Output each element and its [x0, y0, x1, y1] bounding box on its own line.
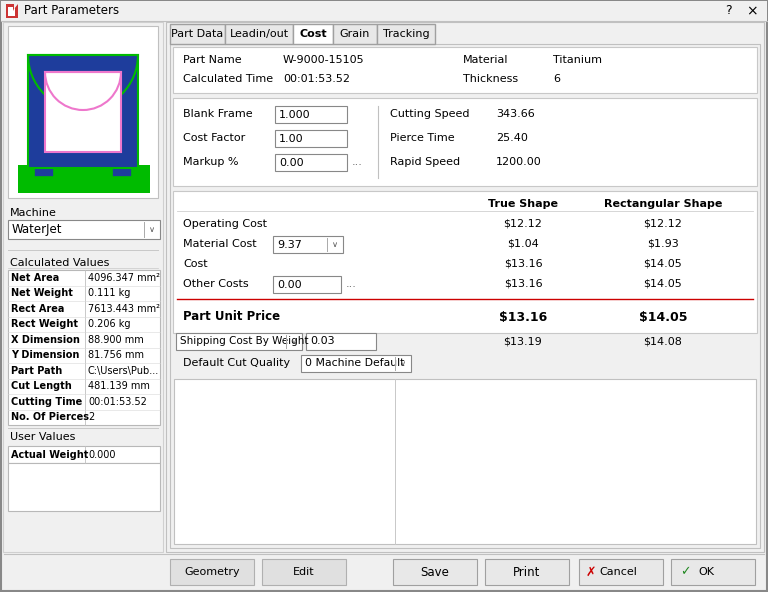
FancyBboxPatch shape: [671, 559, 755, 585]
FancyBboxPatch shape: [8, 446, 160, 463]
Text: Material: Material: [463, 55, 508, 65]
Text: ...: ...: [346, 279, 357, 289]
FancyBboxPatch shape: [170, 559, 254, 585]
FancyBboxPatch shape: [262, 559, 346, 585]
Text: Rect Area: Rect Area: [11, 304, 65, 314]
Text: Other Costs: Other Costs: [183, 279, 249, 289]
Text: W-9000-15105: W-9000-15105: [283, 55, 365, 65]
FancyBboxPatch shape: [8, 270, 160, 425]
Text: Rect Weight: Rect Weight: [11, 319, 78, 329]
Polygon shape: [8, 7, 15, 16]
Text: $14.08: $14.08: [644, 336, 683, 346]
Text: Net Area: Net Area: [11, 273, 59, 283]
Text: ✓: ✓: [680, 565, 690, 578]
Wedge shape: [28, 55, 138, 110]
Text: 0.00: 0.00: [279, 157, 303, 168]
Text: Grain: Grain: [339, 29, 370, 39]
Text: ∨: ∨: [149, 225, 155, 234]
Text: Y Dimension: Y Dimension: [11, 350, 79, 361]
Text: User Values: User Values: [10, 432, 75, 442]
Text: ...: ...: [352, 157, 362, 167]
Text: Part Name: Part Name: [183, 55, 242, 65]
FancyBboxPatch shape: [293, 24, 333, 44]
Text: 1.00: 1.00: [279, 134, 303, 143]
Text: Tracking: Tracking: [382, 29, 429, 39]
Text: 0.111 kg: 0.111 kg: [88, 288, 131, 298]
Text: ✗: ✗: [586, 565, 596, 578]
Text: 88.900 mm: 88.900 mm: [88, 334, 144, 345]
Text: Operating Cost: Operating Cost: [183, 219, 267, 229]
FancyBboxPatch shape: [18, 165, 150, 193]
Text: True Shape: True Shape: [488, 199, 558, 209]
Text: Cost: Cost: [183, 259, 207, 269]
FancyBboxPatch shape: [579, 559, 663, 585]
Text: 0.000: 0.000: [88, 449, 115, 459]
FancyBboxPatch shape: [45, 72, 121, 152]
Text: 1.000: 1.000: [279, 110, 310, 120]
Text: 9.37: 9.37: [277, 240, 302, 249]
Text: 2: 2: [88, 412, 94, 422]
Text: Calculated Values: Calculated Values: [10, 258, 109, 268]
Text: Thickness: Thickness: [463, 74, 518, 84]
FancyBboxPatch shape: [377, 24, 435, 44]
FancyBboxPatch shape: [173, 98, 757, 186]
Text: Blank Frame: Blank Frame: [183, 109, 253, 119]
Text: 00:01:53.52: 00:01:53.52: [283, 74, 350, 84]
Text: 481.139 mm: 481.139 mm: [88, 381, 150, 391]
FancyBboxPatch shape: [34, 168, 54, 177]
FancyBboxPatch shape: [301, 355, 411, 372]
FancyBboxPatch shape: [173, 191, 757, 333]
Text: 00:01:53.52: 00:01:53.52: [88, 397, 147, 407]
Text: 25.40: 25.40: [496, 133, 528, 143]
FancyBboxPatch shape: [112, 168, 132, 177]
FancyBboxPatch shape: [3, 22, 163, 552]
Text: Rapid Speed: Rapid Speed: [390, 157, 460, 167]
FancyBboxPatch shape: [275, 154, 347, 171]
FancyBboxPatch shape: [275, 106, 347, 123]
Text: 0.03: 0.03: [310, 336, 335, 346]
Text: $13.16: $13.16: [499, 310, 547, 323]
FancyBboxPatch shape: [8, 463, 160, 511]
Text: Titanium: Titanium: [553, 55, 602, 65]
Text: Pierce Time: Pierce Time: [390, 133, 455, 143]
Text: Machine: Machine: [10, 208, 57, 218]
Text: 1200.00: 1200.00: [496, 157, 541, 167]
Text: 343.66: 343.66: [496, 109, 535, 119]
FancyBboxPatch shape: [170, 44, 760, 548]
FancyBboxPatch shape: [176, 333, 302, 350]
Text: $12.12: $12.12: [504, 219, 542, 229]
FancyBboxPatch shape: [8, 26, 158, 198]
Text: $1.04: $1.04: [507, 239, 539, 249]
Text: Material Cost: Material Cost: [183, 239, 257, 249]
Text: ?: ?: [725, 5, 731, 18]
Text: Cost Factor: Cost Factor: [183, 133, 245, 143]
FancyBboxPatch shape: [166, 22, 764, 552]
Text: 81.756 mm: 81.756 mm: [88, 350, 144, 361]
Text: $13.19: $13.19: [504, 336, 542, 346]
Text: Net Weight: Net Weight: [11, 288, 73, 298]
Text: Part Data: Part Data: [171, 29, 223, 39]
Text: C:\Users\Pub...: C:\Users\Pub...: [88, 366, 159, 376]
Text: No. Of Pierces: No. Of Pierces: [11, 412, 89, 422]
Text: Default Cut Quality: Default Cut Quality: [183, 358, 290, 368]
Text: ∨: ∨: [332, 240, 338, 249]
Text: Markup %: Markup %: [183, 157, 239, 167]
FancyBboxPatch shape: [273, 276, 341, 293]
FancyBboxPatch shape: [28, 55, 138, 168]
Text: X Dimension: X Dimension: [11, 334, 80, 345]
Polygon shape: [6, 4, 18, 18]
Text: $1.93: $1.93: [647, 239, 679, 249]
Text: Part Unit Price: Part Unit Price: [183, 310, 280, 323]
Text: 0 Machine Default: 0 Machine Default: [305, 359, 405, 368]
Text: Calculated Time: Calculated Time: [183, 74, 273, 84]
Text: Geometry: Geometry: [184, 567, 240, 577]
Text: Cost: Cost: [300, 29, 327, 39]
Text: $12.12: $12.12: [644, 219, 683, 229]
FancyBboxPatch shape: [393, 559, 477, 585]
Text: OK: OK: [698, 567, 714, 577]
Text: ×: ×: [746, 4, 758, 18]
FancyBboxPatch shape: [173, 47, 757, 93]
Text: $14.05: $14.05: [644, 279, 683, 289]
Text: Part Parameters: Part Parameters: [24, 5, 119, 18]
